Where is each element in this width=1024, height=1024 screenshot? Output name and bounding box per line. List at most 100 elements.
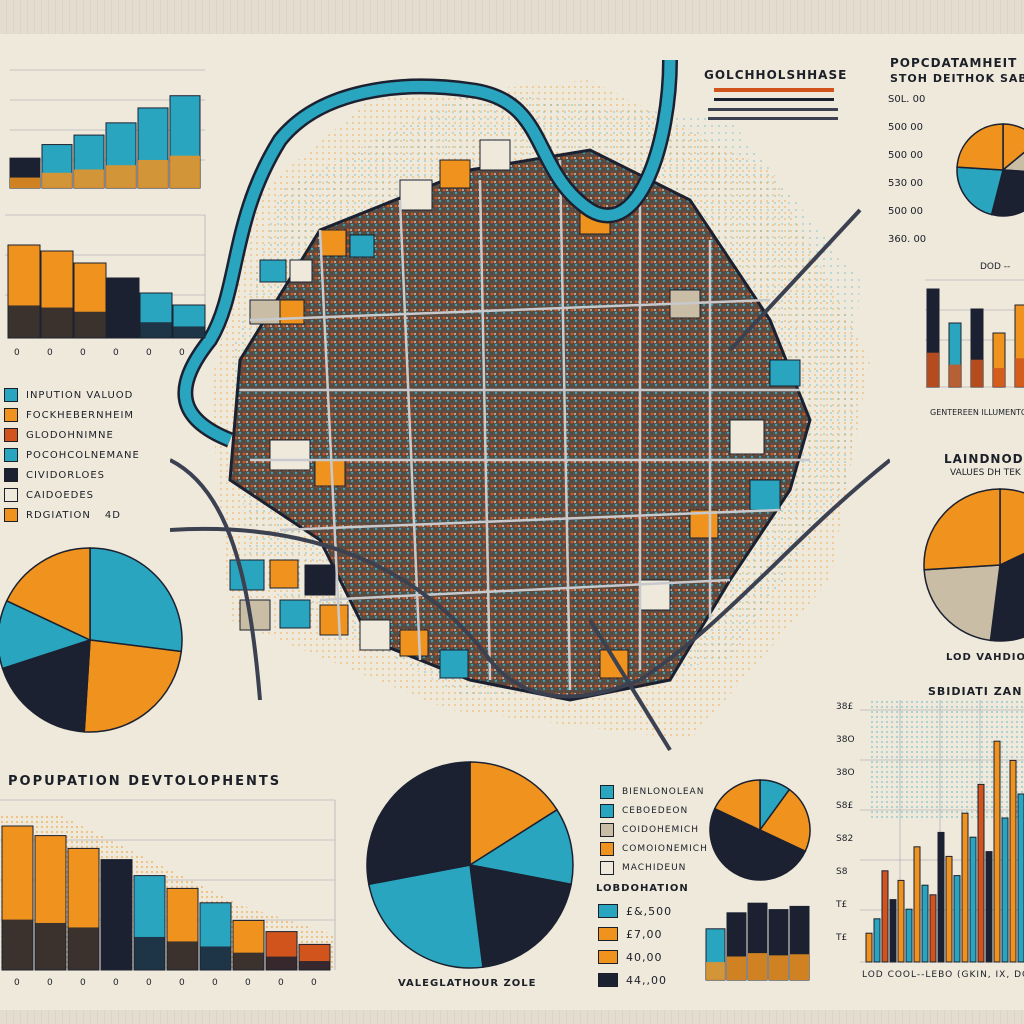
center-legend-swatch [600,842,614,856]
left-legend-swatch [4,408,18,422]
sbidiati-bar-1 [865,932,873,963]
top-left-bars [9,95,201,189]
center-legend-swatch [600,861,614,875]
sbidiati-bar-16 [985,851,993,963]
pop-dev-bar-9-base [266,956,297,970]
lp-slice-3 [1,638,91,733]
center-value-swatch [598,973,618,987]
pop-panel-tick-4: 530 00 [888,178,923,189]
paper-frame-bottom [0,1010,1024,1024]
land-panel-title: LAINDNODU [944,452,1024,466]
sbidiati-bar-chart [860,700,1024,963]
pop-dev-tick-8: 0 [245,978,251,988]
left-legend-item-7: RDGIATION 4D [4,508,121,522]
mid-right-bar-5-base [1015,358,1024,387]
map-highways [170,208,890,752]
left-legend-swatch [4,488,18,502]
pop-dev-tick-7: 0 [212,978,218,988]
scp-slice-5 [713,779,761,832]
top-left-bar-3-base [74,169,104,188]
trp-slice-2 [1001,151,1024,173]
pop-panel-tick-2: 500 00 [888,122,923,133]
city-map [170,60,890,752]
top-left-bar-2-base [42,172,72,188]
small-bottom-bar-1-base [706,962,725,980]
sbidiati-bars [865,740,1024,963]
pop-dev-bar-7-base [200,946,231,970]
trp-slice-4 [956,166,1004,216]
center-legend-swatch [600,785,614,799]
left-legend-label: CAIDOEDES [26,489,95,501]
left-legend-swatch [4,508,18,522]
center-legend-swatch [600,823,614,837]
left-second-tick-6: 0 [179,348,185,358]
small-bottom-bar-4-base [769,955,788,980]
center-value-label: 44,,00 [626,973,667,987]
left-legend-swatch [4,468,18,482]
center-value-item-2: £7,00 [598,927,663,941]
trp-slice-5 [956,123,1004,171]
center-legend-item-5: MACHIDEUN [600,861,686,875]
small-center-right-pie-slices [709,779,811,881]
center-value-item-1: £&,500 [598,904,672,918]
left-second-bar-6-base [173,326,205,338]
mid-right-caption: GENTEREEN ILLUMENTON [930,408,1024,417]
title-rule-1 [714,88,834,92]
top-right-pie-slices [956,123,1024,217]
sbidiati-tick-2: 38O [836,735,855,745]
mid-right-bar-1-base [927,352,939,387]
trp-slice-3 [990,169,1024,217]
map-road-grid [240,159,810,691]
lv-slice-1 [999,488,1024,567]
pop-panel-tick-3: 500 00 [888,150,923,161]
mid-right-legend: DOD -- [980,262,1011,272]
land-panel-subtitle: VALUES DH TEK [950,468,1021,478]
sbidiati-title: SBIDIATI ZAN [928,685,1023,698]
left-second-tick-5: 0 [146,348,152,358]
sbidiati-tick-8: T£ [836,933,848,943]
mid-right-bar-3-base [971,359,983,387]
pop-panel-tick-5: 500 00 [888,206,923,217]
pop-dev-tick-2: 0 [47,978,53,988]
left-legend-label: GLODOHNIMNE [26,429,114,441]
sbidiati-bar-4 [889,899,897,963]
pop-dev-bar-6-base [167,941,198,970]
left-second-tick-3: 0 [80,348,86,358]
sbidiati-bar-15 [977,783,985,963]
center-pie-chart [366,761,574,969]
lp-slice-2 [83,639,183,733]
pop-dev-bar-5-base [134,936,165,970]
scp-slice-3 [724,829,807,881]
left-second-bar-2-base [41,307,73,338]
top-left-bar-4-base [106,165,136,188]
left-legend-label: INPUTION VALUOD [26,389,134,401]
center-legend-label: MACHIDEUN [622,863,687,873]
left-legend-label: CIVIDORLOES [26,469,105,481]
pop-dev-tick-10: 0 [311,978,317,988]
sbidiati-bar-3 [881,870,889,963]
center-value-label: £&,500 [626,904,673,918]
center-value-item-3: 40,00 [598,950,663,964]
sbidiati-bar-13 [961,812,969,963]
lp-slice-5 [5,547,91,642]
center-legend-item-2: CEBOEDEON [600,804,688,818]
center-pie-slices [366,761,574,969]
center-legend-heading: LOBDOHATION [596,883,689,894]
left-legend-swatch [4,428,18,442]
land-value-pie-slices [923,488,1024,642]
center-value-swatch [598,950,618,964]
lv-slice-3 [923,564,1001,642]
pop-dev-bar-1-base [2,919,33,970]
center-legend-label: COMOIONEMICH [622,844,708,854]
left-pie-chart [0,547,183,733]
left-second-tick-4: 0 [113,348,119,358]
small-bottom-center-bar-chart [705,902,810,981]
left-legend-item-4: POCOHCOLNEMANE [4,448,140,462]
pop-panel-subtitle: STOH DEITHOK SABLE [890,72,1024,85]
sbidiati-bar-9 [929,894,937,963]
pop-dev-tick-3: 0 [80,978,86,988]
center-legend-item-1: BIENLONOLEAN [600,785,704,799]
pop-dev-title: POPUPATION DEVTOLOPHENTS [8,774,282,789]
left-legend-item-1: INPUTION VALUOD [4,388,133,402]
left-legend-item-5: CIVIDORLOES [4,468,105,482]
